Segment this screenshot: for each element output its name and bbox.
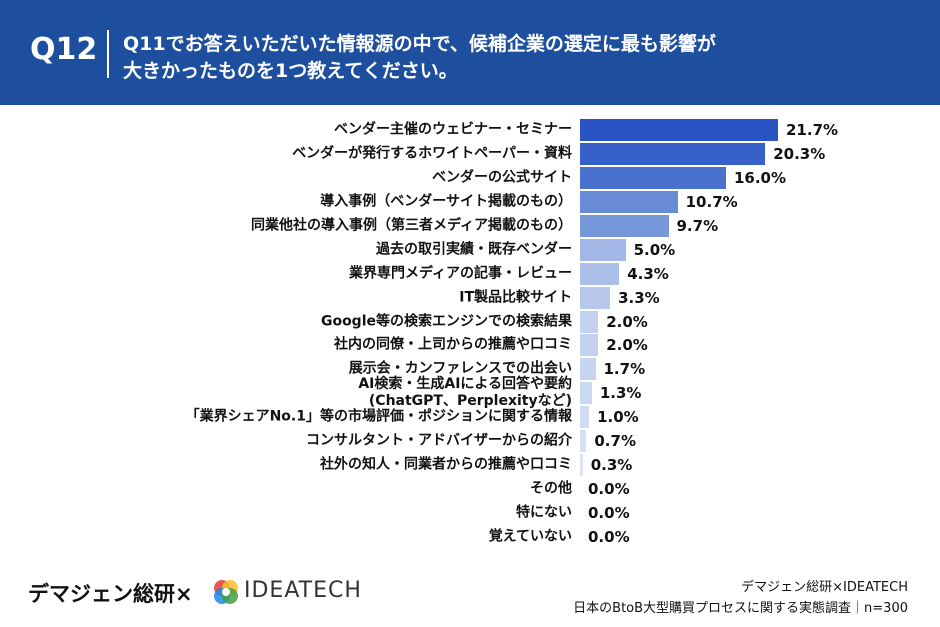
value-label: 16.0% <box>733 168 787 187</box>
separator <box>107 30 109 78</box>
bar <box>580 406 590 429</box>
bar <box>580 190 678 213</box>
brand: デマジェン総研× <box>28 582 193 606</box>
value-label: 1.0% <box>597 408 639 427</box>
category-label: ベンダー主催のウェビナー・セミナー <box>334 121 572 138</box>
value-label: 21.7% <box>786 121 839 139</box>
question-label: Q12 <box>30 32 98 67</box>
value-label: 0.0% <box>588 527 630 546</box>
category-label: 社外の知人・同業者からの推薦や口コミ <box>320 456 572 473</box>
category-label: 「業界シェアNo.1」等の市場評価・ポジションに関する情報 <box>185 408 572 425</box>
category-label: 同業他社の導入事例（第三者メディア掲載のもの） <box>250 217 572 234</box>
category-label: 導入事例（ベンダーサイト掲載のもの） <box>320 193 572 210</box>
category-label: 社内の同僚・上司からの推薦や口コミ <box>334 336 572 353</box>
value-label: 0.0% <box>588 480 630 499</box>
value-label: 5.0% <box>633 240 676 259</box>
bar <box>580 358 596 381</box>
logo-text: IDEATECH <box>244 578 362 603</box>
category-label: 過去の取引実績・既存ベンダー <box>376 241 572 258</box>
category-label: その他 <box>530 480 572 497</box>
bar <box>580 238 626 261</box>
bar <box>580 454 583 477</box>
category-label: 覚えていない <box>488 528 572 545</box>
value-label: 20.3% <box>773 144 826 163</box>
value-label: 0.0% <box>588 504 630 523</box>
category-label: AI検索・生成AIによる回答や要約 (ChatGPT、Perplexityなど) <box>358 376 572 410</box>
category-label: 業界専門メディアの記事・レビュー <box>348 265 572 282</box>
value-label: 9.7% <box>676 216 719 235</box>
value-label: 4.3% <box>627 264 669 283</box>
value-label: 10.7% <box>685 192 738 211</box>
bar <box>580 119 778 141</box>
source: 日本のBtoB大型購買プロセスに関する実態調査｜n=300 <box>573 601 908 616</box>
category-label: IT製品比較サイト <box>459 289 572 306</box>
value-label: 1.7% <box>603 360 646 379</box>
category-label: コンサルタント・アドバイザーからの紹介 <box>306 432 572 449</box>
bar <box>580 262 620 285</box>
bar <box>580 166 726 189</box>
value-label: 0.3% <box>590 456 633 475</box>
value-label: 1.3% <box>599 384 642 403</box>
bar <box>580 430 587 453</box>
source: デマジェン総研×IDEATECH <box>741 580 908 595</box>
bar <box>580 382 592 405</box>
bar <box>580 310 599 333</box>
header: Q12 Q11でお答えいただいた情報源の中で、候補企業の選定に最も影響が 大きか… <box>0 0 940 105</box>
value-label: 2.0% <box>606 336 648 355</box>
bar <box>580 142 766 165</box>
value-label: 2.0% <box>606 312 648 331</box>
bar <box>580 334 599 357</box>
category-label: ベンダーが発行するホワイトペーパー・資料 <box>292 145 572 162</box>
category-label: ベンダーの公式サイト <box>432 169 572 186</box>
bar <box>580 286 611 309</box>
category-label: 特にない <box>516 504 572 521</box>
value-label: 0.7% <box>594 432 636 451</box>
chart-title: Q11でお答えいただいた情報源の中で、候補企業の選定に最も影響が 大きかったもの… <box>123 33 716 82</box>
category-label: 展示会・カンファレンスでの出会い <box>348 360 572 377</box>
value-label: 3.3% <box>618 288 660 307</box>
bar <box>580 214 669 237</box>
logo-icon <box>214 580 238 604</box>
category-label: Google等の検索エンジンでの検索結果 <box>320 313 572 330</box>
